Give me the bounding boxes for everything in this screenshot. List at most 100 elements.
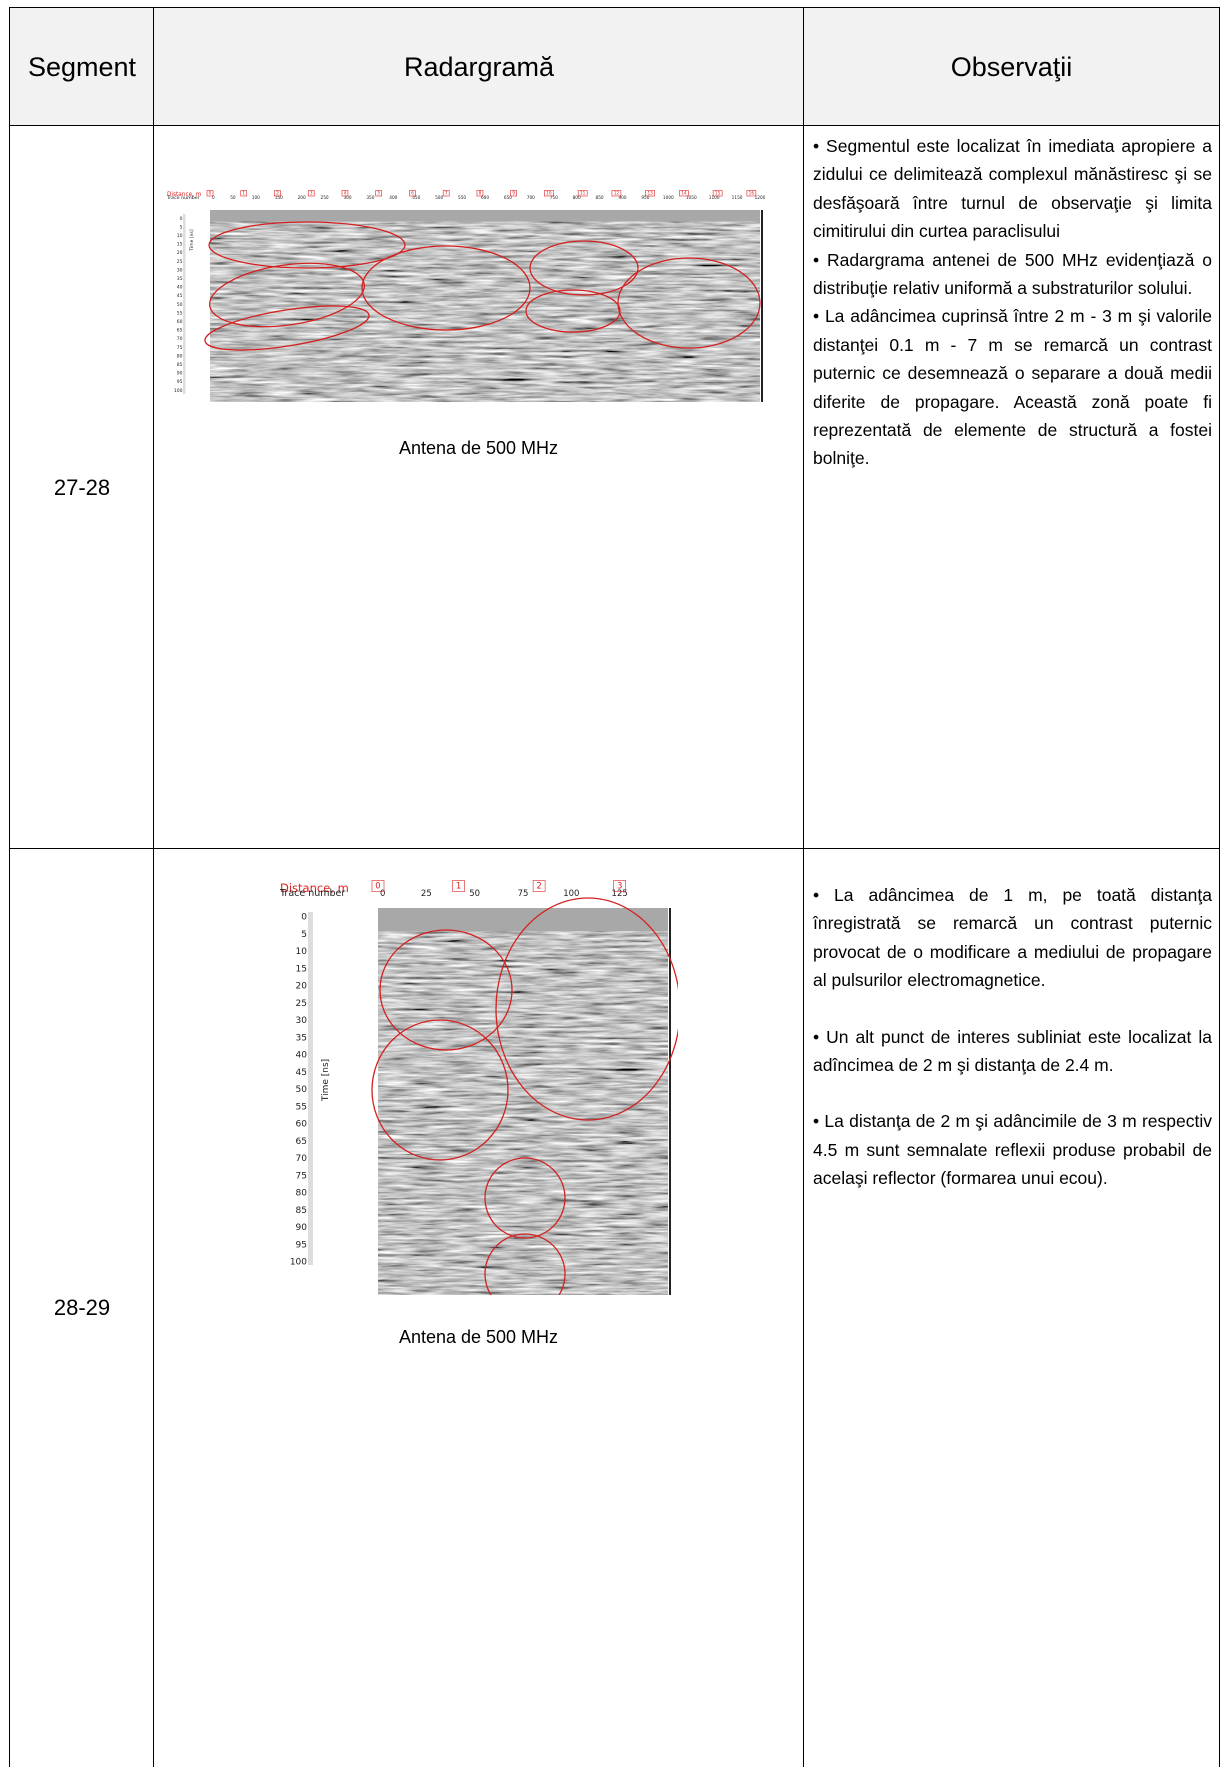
trace-tick: 250	[321, 195, 329, 201]
time-label: Time [ns]	[321, 1059, 331, 1102]
annotation-ellipse	[208, 262, 366, 328]
time-tick: 95	[177, 379, 183, 385]
time-label: Time [ns]	[189, 229, 195, 251]
distance-mark: 0	[375, 882, 380, 892]
trace-tick: 25	[421, 889, 432, 899]
time-tick: 65	[177, 328, 183, 334]
annotation-ellipse	[208, 221, 406, 269]
distance-mark: 9	[512, 190, 515, 196]
time-tick: 5	[301, 930, 307, 940]
trace-tick: 150	[275, 195, 283, 201]
time-tick: 10	[177, 233, 183, 239]
time-tick: 75	[296, 1171, 307, 1181]
radargram-cell	[153, 125, 804, 849]
distance-mark: 5	[377, 190, 380, 196]
annotation-ellipse	[529, 240, 639, 296]
time-tick: 70	[177, 336, 183, 342]
distance-box	[712, 190, 723, 197]
distance-mark: 12	[614, 190, 620, 196]
time-tick: 100	[174, 388, 183, 394]
radar-texture	[378, 908, 668, 1295]
time-tick: 80	[177, 353, 183, 359]
trace-tick: 650	[504, 195, 512, 201]
distance-box	[452, 880, 465, 892]
header-cell: Observaţii	[803, 7, 1220, 126]
trace-label: Trace number	[279, 888, 345, 899]
time-tick: 40	[177, 285, 183, 291]
distance-box	[544, 190, 554, 197]
distance-mark: 16	[749, 190, 755, 196]
time-tick: 45	[296, 1068, 307, 1078]
distance-label: Distance, m	[280, 881, 349, 895]
annotation-ellipse	[371, 1019, 509, 1161]
distance-box	[240, 190, 248, 197]
distance-box	[611, 190, 622, 197]
segment-cell: 28-29	[9, 848, 154, 1767]
time-tick: 60	[177, 319, 183, 325]
trace-tick: 75	[518, 889, 529, 899]
distance-mark: 1	[242, 190, 245, 196]
distance-box	[341, 190, 349, 197]
trace-tick: 0	[212, 195, 215, 201]
time-tick: 90	[296, 1223, 308, 1233]
distance-mark: 10	[546, 190, 552, 196]
distance-box	[645, 190, 655, 197]
trace-tick: 400	[389, 195, 397, 201]
caption: Antena de 500 MHz	[398, 1327, 559, 1347]
trace-tick: 950	[641, 195, 649, 201]
trace-tick: 200	[298, 195, 306, 201]
trace-tick: 900	[618, 195, 626, 201]
time-tick: 0	[301, 913, 307, 923]
trace-tick: 850	[596, 195, 604, 201]
distance-box	[746, 190, 757, 197]
radargram-cell	[153, 848, 804, 1767]
time-tick: 65	[296, 1137, 307, 1147]
annotation-ellipse	[361, 245, 531, 331]
annotation-ellipse	[204, 305, 370, 351]
radar-texture	[210, 210, 760, 402]
time-tick: 45	[177, 293, 183, 299]
time-ruler	[308, 912, 313, 1265]
air-band	[210, 210, 760, 222]
time-tick: 20	[296, 982, 308, 992]
trace-tick: 125	[612, 889, 628, 899]
trace-tick: 600	[481, 195, 489, 201]
annotation-ellipse	[484, 1233, 566, 1295]
distance-mark: 0	[209, 190, 212, 196]
distance-label: Distance, m	[167, 192, 202, 198]
observation: • La distanţa de 2 m şi adâncimile de 3 …	[813, 1111, 1212, 1189]
trace-tick: 550	[458, 195, 466, 201]
time-tick: 50	[296, 1085, 308, 1095]
distance-mark: 4	[344, 190, 347, 196]
observation: • La adâncimea cuprinsă între 2 m - 3 m …	[813, 306, 1212, 469]
segment: 27-28	[53, 474, 111, 500]
trace-tick: 50	[230, 195, 236, 201]
trace-label: Trace number	[166, 195, 200, 201]
annotation-ellipse	[617, 257, 761, 349]
distance-mark: 11	[580, 190, 586, 196]
observations-cell: • La adâncimea de 1 m, pe toată distanţa…	[803, 848, 1220, 1767]
distance-box	[476, 190, 484, 197]
trace-tick: 1050	[686, 195, 697, 201]
trace-tick: 500	[435, 195, 443, 201]
time-tick: 15	[177, 242, 183, 248]
distance-mark: 7	[445, 190, 448, 196]
header: Radargramă	[403, 51, 555, 82]
time-tick: 50	[177, 302, 183, 308]
distance-box	[409, 190, 416, 197]
time-tick: 55	[296, 1102, 307, 1112]
distance-box	[510, 190, 517, 197]
time-tick: 75	[177, 345, 183, 351]
header: Observaţii	[950, 51, 1073, 82]
observations-cell: • Segmentul este localizat în imediata a…	[803, 125, 1220, 849]
trace-tick: 50	[469, 889, 480, 899]
time-tick: 15	[296, 964, 307, 974]
distance-box	[442, 190, 450, 197]
caption: Antena de 500 MHz	[398, 438, 559, 458]
distance-mark: 13	[647, 190, 653, 196]
distance-box	[532, 880, 546, 892]
trace-tick: 750	[550, 195, 558, 201]
